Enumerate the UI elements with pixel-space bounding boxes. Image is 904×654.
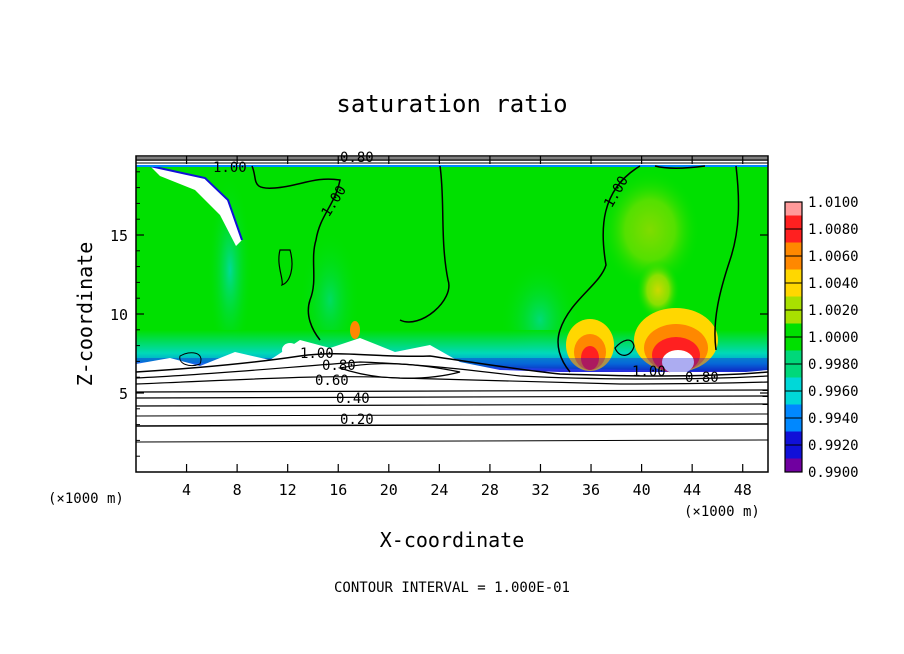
colorbar-band [785, 296, 802, 310]
colorbar-label: 1.0020 [808, 303, 859, 319]
y-tick-label: 10 [110, 306, 128, 324]
contour-label: 0.80 [340, 150, 374, 166]
contour-label: 0.60 [315, 373, 349, 389]
contour-label: 0.80 [322, 358, 356, 374]
x-tick-label: 28 [481, 481, 499, 499]
colorbar-label: 0.9920 [808, 438, 859, 454]
colorbar: 1.0100 1.0080 1.0060 1.0040 1.0020 1.0000 0.99… [784, 195, 859, 481]
chart-title: saturation ratio [336, 90, 567, 118]
colorbar-band [785, 350, 802, 364]
colorbar-label: 0.9900 [808, 465, 859, 481]
colorbar-band [785, 391, 802, 405]
colorbar-band [785, 364, 802, 378]
colorbar-band [785, 323, 802, 337]
colorbar-band [785, 269, 802, 283]
x-tick-label: 48 [734, 481, 752, 499]
y-axis: 5 10 15 [110, 171, 768, 457]
colorbar-band [785, 229, 802, 243]
colorbar-band [785, 256, 802, 270]
colorbar-label: 1.0040 [808, 276, 859, 292]
contour-interval-note: CONTOUR INTERVAL = 1.000E-01 [334, 580, 570, 596]
colorbar-label: 1.0080 [808, 222, 859, 238]
heatmap-field [136, 156, 768, 472]
colorbar-band [785, 283, 802, 297]
x-tick-label: 24 [430, 481, 448, 499]
y-tick-label: 5 [119, 385, 128, 403]
y-axis-title: Z-coordinate [73, 242, 97, 387]
x-tick-label: 12 [279, 481, 297, 499]
x-unit-label-left: (×1000 m) [48, 491, 124, 507]
x-tick-label: 8 [233, 481, 242, 499]
x-tick-label: 40 [633, 481, 651, 499]
contour-label: 1.00 [213, 160, 247, 176]
colorbar-band [785, 404, 802, 418]
colorbar-band [785, 242, 802, 256]
contour-label: 0.40 [336, 391, 370, 407]
colorbar-band [785, 418, 802, 432]
colorbar-band [785, 310, 802, 324]
colorbar-band [785, 445, 802, 459]
x-tick-label: 16 [329, 481, 347, 499]
colorbar-label: 1.0060 [808, 249, 859, 265]
colorbar-label: 0.9940 [808, 411, 859, 427]
contour-label: 0.80 [685, 370, 719, 386]
colorbar-band [785, 377, 802, 391]
colorbar-label: 1.0100 [808, 195, 859, 211]
colorbar-label: 1.0000 [808, 330, 859, 346]
colorbar-band [785, 458, 802, 472]
x-tick-label: 4 [182, 481, 191, 499]
x-tick-label: 36 [582, 481, 600, 499]
colorbar-label: 0.9960 [808, 384, 859, 400]
colorbar-band [785, 215, 802, 229]
x-axis: 4 8 12 16 20 24 28 32 36 40 44 48 [182, 156, 752, 499]
x-tick-label: 44 [683, 481, 701, 499]
y-tick-label: 15 [110, 227, 128, 245]
x-tick-label: 32 [531, 481, 549, 499]
contour-lines [136, 157, 768, 443]
contour-label: 1.00 [632, 364, 666, 380]
colorbar-label: 0.9980 [808, 357, 859, 373]
x-tick-label: 20 [380, 481, 398, 499]
x-unit-label-right: (×1000 m) [684, 504, 760, 520]
colorbar-band [785, 431, 802, 445]
contour-label-group: 1.00 1.00 1.00 1.00 1.00 0.80 0.80 0.80 … [213, 150, 719, 428]
contour-label: 0.20 [340, 412, 374, 428]
x-axis-title: X-coordinate [380, 528, 525, 552]
colorbar-band [785, 337, 802, 351]
contour-label: 1.00 [300, 346, 334, 362]
colorbar-band [785, 202, 802, 216]
